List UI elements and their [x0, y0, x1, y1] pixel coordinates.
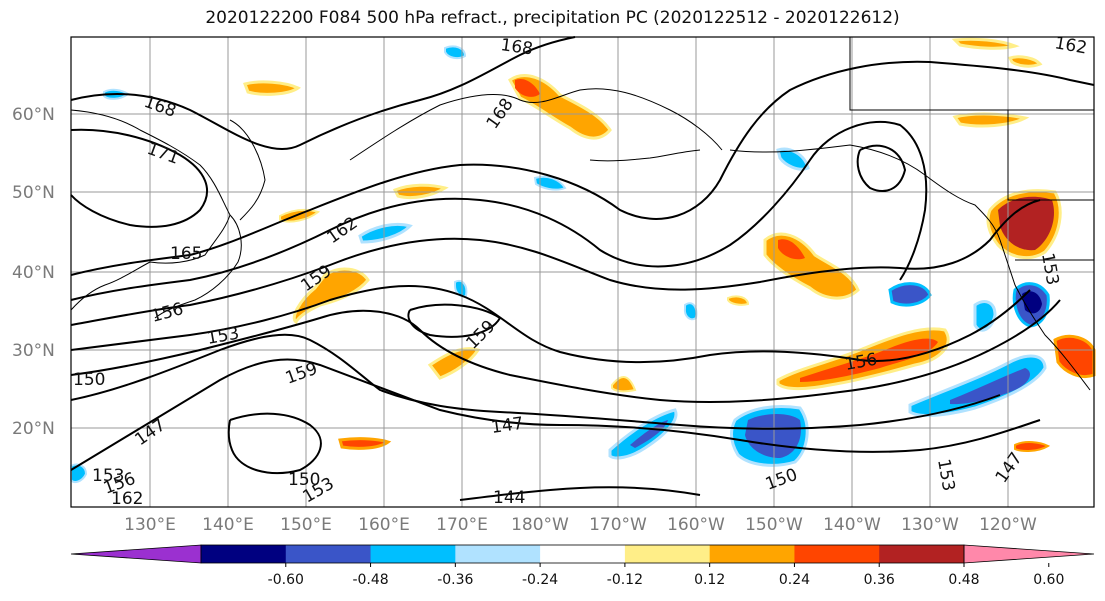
- lon-label: 130°W: [901, 515, 959, 535]
- colorbar-tick-label: 0.60: [1033, 572, 1064, 588]
- lon-label: 170°W: [589, 515, 647, 535]
- contour-144: [459, 486, 701, 501]
- negative-anomaly-core: [950, 368, 1030, 405]
- colorbar-tick-label: 0.48: [948, 572, 979, 588]
- asia-coastline: [70, 109, 231, 311]
- contour-156: [70, 284, 1031, 364]
- negative-anomaly-patch: [776, 147, 810, 171]
- positive-anomaly-core: [778, 239, 805, 260]
- contour-label: 150: [288, 470, 320, 490]
- colorbar-segment: [201, 545, 287, 563]
- positive-anomaly-patch: [1007, 55, 1043, 68]
- negative-anomaly-patch: [358, 222, 413, 244]
- contour-171: [70, 128, 209, 228]
- colorbar-tick-label: 0.36: [864, 572, 895, 588]
- negative-anomaly-patch: [444, 45, 467, 60]
- lon-label: 130°E: [124, 515, 176, 535]
- positive-anomaly-patch: [243, 80, 302, 96]
- contour-label: 165: [170, 244, 202, 264]
- positive-anomaly-core: [998, 196, 1055, 251]
- lon-label: 170°E: [436, 515, 488, 535]
- negative-anomaly-core: [630, 420, 668, 448]
- colorbar-tick-label: 0.24: [779, 572, 810, 588]
- contour-label: 144: [493, 488, 525, 508]
- lat-label-30n: 30°N: [12, 341, 55, 361]
- north-america-coastline: [729, 144, 1091, 391]
- colorbar-segment: [455, 545, 541, 563]
- colorbar-tick-label: -0.24: [522, 572, 558, 588]
- positive-anomaly-patch: [1014, 441, 1051, 452]
- lon-label: 140°E: [202, 515, 254, 535]
- lat-label-60n: 60°N: [12, 105, 55, 125]
- graticule: [71, 37, 1094, 507]
- positive-anomaly-patch: [951, 37, 1020, 50]
- positive-anomaly-patch: [338, 437, 392, 450]
- contour-label: 168: [499, 35, 534, 59]
- colorbar-segment: [285, 545, 372, 563]
- negative-anomaly-patch: [908, 354, 1047, 417]
- colorbar-segment: [794, 545, 880, 563]
- lon-label: 140°W: [823, 515, 881, 535]
- kamchatka-coastline: [229, 119, 266, 221]
- colorbar-segment: [370, 545, 456, 563]
- contour-153: [70, 299, 1061, 403]
- lat-label-50n: 50°N: [12, 183, 55, 203]
- lat-label-20n: 20°N: [12, 419, 55, 439]
- lon-label: 160°W: [667, 515, 725, 535]
- colorbar-segment: [624, 545, 711, 563]
- aleutian-islands: [589, 149, 701, 162]
- height-contours: [70, 36, 1095, 501]
- contour-label: 150: [73, 370, 105, 390]
- positive-anomaly-core: [515, 78, 540, 97]
- colorbar-tick-label: -0.48: [352, 572, 388, 588]
- contour-150: [70, 333, 1001, 430]
- negative-anomaly-patch: [888, 282, 932, 307]
- colorbar-tick-label: -0.12: [607, 572, 643, 588]
- lon-label: 120°W: [979, 515, 1037, 535]
- map-frame: [70, 36, 1095, 508]
- latitude-labels: 60°N 50°N 40°N 30°N 20°N: [12, 105, 55, 439]
- contour-label: 153: [92, 466, 124, 486]
- colorbar-extend-low: [70, 544, 202, 564]
- positive-anomaly-patch: [727, 295, 750, 306]
- contour-147: [70, 358, 1041, 471]
- colorbar-tick-label: -0.36: [437, 572, 473, 588]
- positive-anomaly-patch: [392, 183, 449, 200]
- colorbar-segment: [540, 545, 626, 563]
- longitude-labels: 130°E 140°E 150°E 160°E 170°E 180°W 170°…: [124, 515, 1037, 535]
- negative-anomaly-patch: [454, 279, 468, 298]
- map-title: 2020122200 F084 500 hPa refract., precip…: [205, 8, 900, 28]
- negative-anomaly-patch: [683, 302, 698, 321]
- colorbar-extend-high: [963, 544, 1095, 564]
- colorbar-frame: [200, 544, 965, 564]
- negative-anomaly-core: [1022, 291, 1042, 314]
- contour-159: [70, 199, 1041, 326]
- alaska-coastline: [349, 88, 723, 161]
- lon-label: 150°W: [745, 515, 803, 535]
- contour-label: 147: [490, 414, 525, 438]
- colorbar-tick-label: -0.60: [268, 572, 304, 588]
- contour-168: [70, 36, 576, 151]
- contour-165: [70, 60, 1095, 276]
- lon-label: 150°E: [280, 515, 332, 535]
- contour-label: 162: [111, 489, 143, 509]
- colorbar-segment: [709, 545, 795, 563]
- contour-162: [70, 120, 928, 301]
- colorbar-segment: [879, 545, 965, 563]
- border-lines: [849, 37, 1094, 261]
- coastlines: [70, 37, 1094, 391]
- lon-label: 180°W: [511, 515, 569, 535]
- lat-label-40n: 40°N: [12, 263, 55, 283]
- colorbar: -0.60 -0.48 -0.36 -0.24 -0.12 0.12 0.24 0.36 0.4…: [70, 544, 1095, 588]
- colorbar-tick-label: 0.12: [694, 572, 725, 588]
- lon-label: 160°E: [358, 515, 410, 535]
- contour-low-cells: [227, 144, 907, 474]
